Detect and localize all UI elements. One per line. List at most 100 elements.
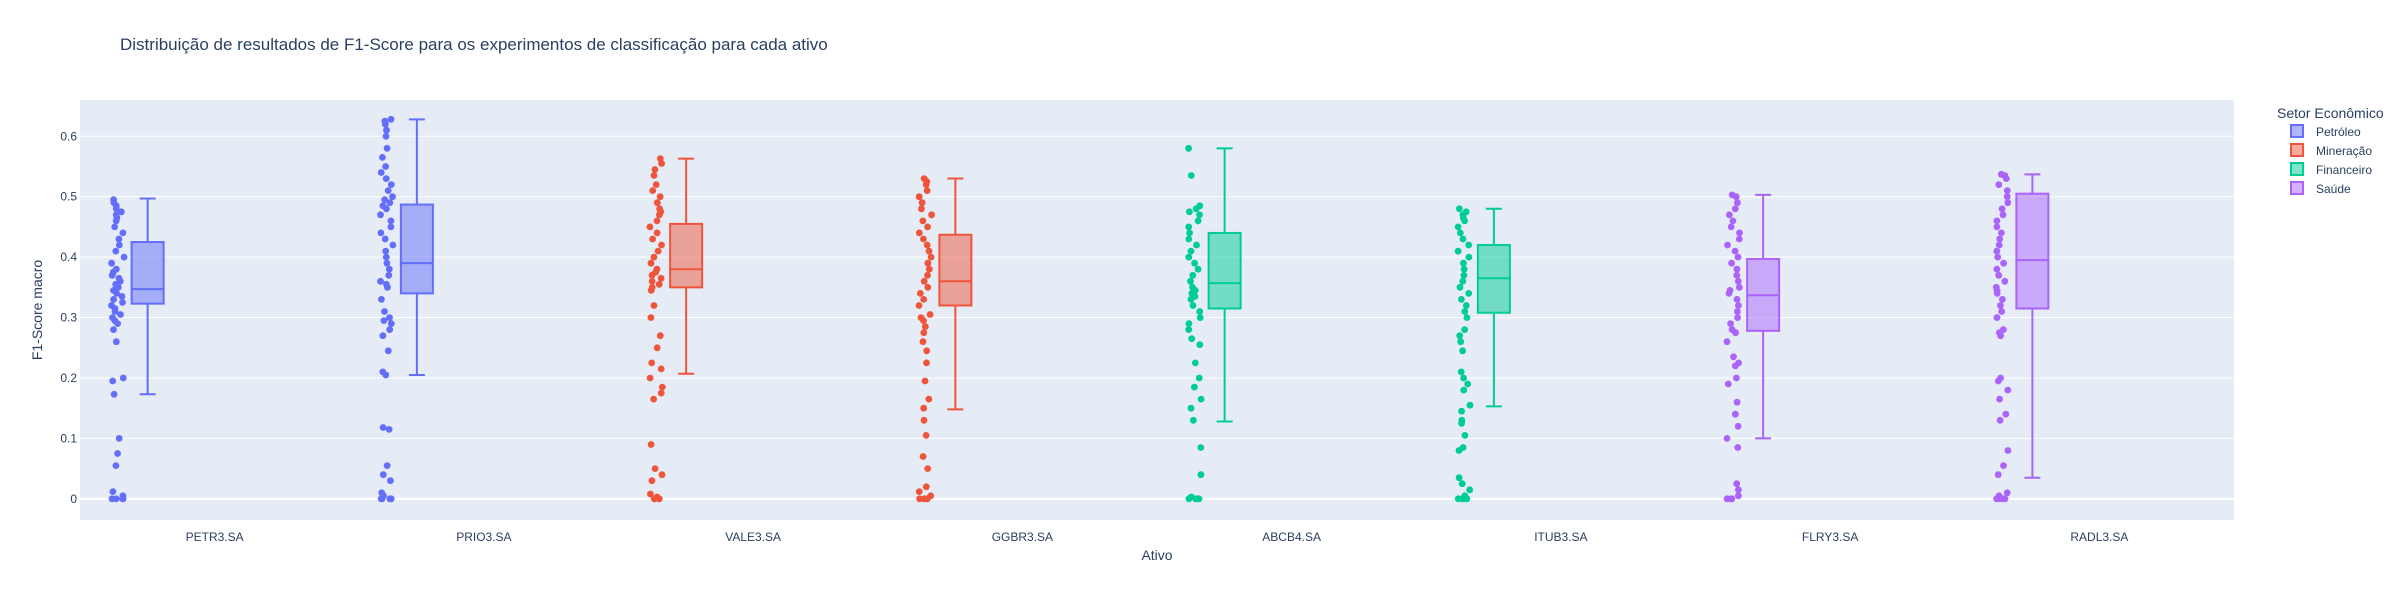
data-point <box>1459 444 1467 451</box>
data-point <box>112 462 120 469</box>
data-point <box>383 144 391 152</box>
data-point <box>2000 259 2007 267</box>
data-point <box>656 155 664 163</box>
data-point <box>1733 271 1741 279</box>
data-point <box>1197 471 1205 479</box>
box-iqr <box>2015 192 2050 310</box>
data-point <box>1731 247 1739 255</box>
data-point <box>922 432 930 439</box>
data-point <box>377 211 384 219</box>
legend-label: Mineração <box>2316 144 2372 158</box>
data-point <box>920 277 928 285</box>
data-point <box>1723 435 1731 442</box>
box-group <box>1454 205 1511 503</box>
data-point <box>1999 211 2007 219</box>
data-point <box>647 490 654 498</box>
data-point <box>1465 290 1473 297</box>
data-point <box>1187 493 1195 501</box>
data-point <box>1727 320 1734 327</box>
data-point <box>1726 287 1734 294</box>
data-point <box>650 302 658 309</box>
data-point <box>1185 320 1193 327</box>
data-point <box>1728 191 1736 199</box>
data-point <box>924 223 931 231</box>
data-point <box>1997 374 2004 382</box>
data-point <box>924 271 931 279</box>
data-point <box>2004 447 2012 454</box>
data-point <box>380 317 388 324</box>
data-point <box>383 462 391 469</box>
data-point <box>381 196 389 204</box>
data-point <box>1191 259 1198 267</box>
data-point <box>108 302 115 309</box>
data-point <box>1995 271 2003 279</box>
data-point <box>1734 277 1742 285</box>
data-point <box>656 332 664 340</box>
data-point <box>915 193 923 201</box>
data-point <box>1187 277 1194 285</box>
data-point <box>1460 265 1468 273</box>
data-point <box>109 314 116 321</box>
box-group <box>377 115 434 503</box>
data-point <box>115 241 123 249</box>
data-point <box>383 280 390 288</box>
data-point <box>1185 253 1193 261</box>
data-point <box>119 229 127 237</box>
data-point <box>386 314 393 321</box>
data-point <box>655 280 663 288</box>
data-point <box>108 259 115 267</box>
data-point <box>382 132 390 140</box>
data-point <box>1996 395 2003 403</box>
data-point <box>1998 229 2005 237</box>
data-point <box>382 163 389 170</box>
data-point <box>1735 235 1743 243</box>
data-point <box>1464 380 1472 388</box>
y-gridlines <box>80 135 2234 500</box>
data-point <box>656 205 663 213</box>
data-point <box>385 271 393 279</box>
data-point <box>658 241 665 249</box>
data-point <box>115 235 123 243</box>
data-point <box>2004 386 2012 394</box>
data-point <box>118 208 125 216</box>
data-point <box>647 441 655 448</box>
x-axis-title: Ativo <box>1141 547 1172 563</box>
data-point <box>1728 326 1736 333</box>
data-point <box>2002 410 2010 418</box>
data-point <box>112 338 120 346</box>
data-point <box>915 302 923 309</box>
data-point <box>1191 359 1199 367</box>
data-point <box>1185 223 1193 231</box>
data-point <box>377 277 384 285</box>
data-point <box>1190 416 1197 424</box>
data-point <box>921 377 929 385</box>
data-point <box>1993 314 2001 321</box>
data-point <box>2003 193 2011 201</box>
data-point <box>1733 374 1740 382</box>
data-point <box>927 253 935 261</box>
data-point <box>1993 217 2001 225</box>
data-point <box>1185 144 1192 152</box>
data-point <box>1186 208 1193 216</box>
data-point <box>1723 338 1731 346</box>
data-point <box>919 453 927 460</box>
data-point <box>1185 235 1193 243</box>
legend-swatch <box>2290 181 2304 195</box>
y-tick-label: 0.1 <box>60 431 77 445</box>
data-point <box>112 247 120 255</box>
data-point <box>387 320 395 327</box>
data-point <box>1994 471 2002 479</box>
data-point <box>1733 480 1741 488</box>
legend-swatch <box>2290 162 2304 176</box>
data-point <box>387 217 395 225</box>
data-point <box>653 229 661 237</box>
box-group <box>646 155 704 503</box>
data-point <box>381 308 388 315</box>
data-point <box>1731 205 1739 213</box>
data-point <box>2000 326 2007 333</box>
data-point <box>1194 217 1202 225</box>
data-point <box>1196 202 1204 210</box>
data-point <box>651 166 659 173</box>
data-point <box>1998 205 2006 213</box>
data-point <box>657 365 665 373</box>
